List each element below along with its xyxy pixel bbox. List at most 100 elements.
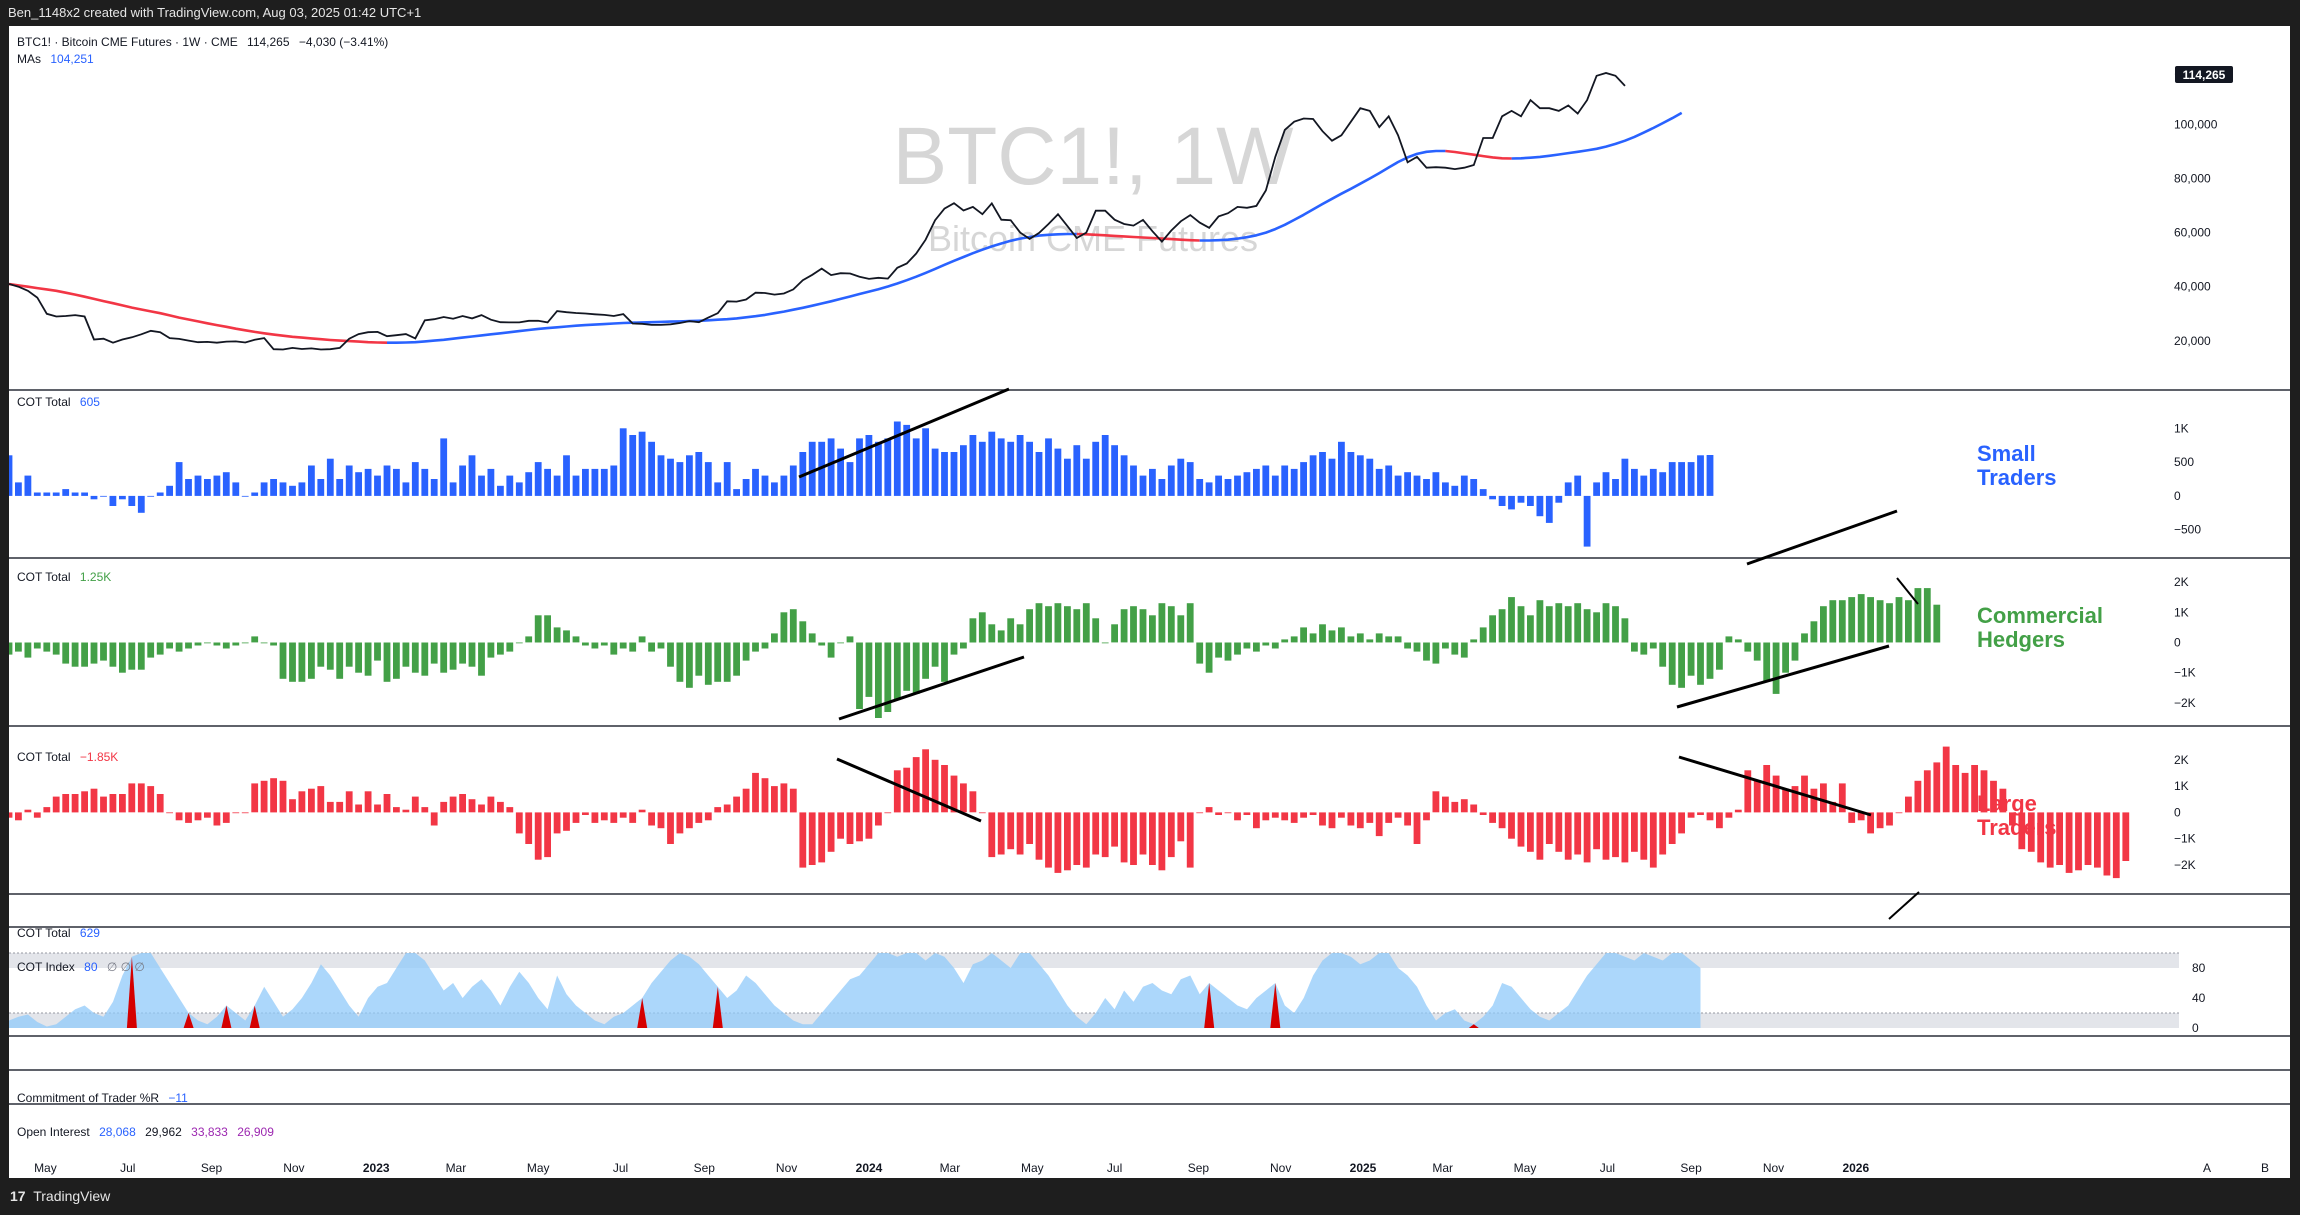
small-traders-bar <box>204 479 211 496</box>
small-traders-bar <box>1300 462 1307 496</box>
small-traders-bar <box>610 465 618 496</box>
price-pane[interactable]: BTC1!, 1W Bitcoin CME Futures 120,000100… <box>8 35 2233 351</box>
large-traders-bar <box>1120 812 1128 863</box>
large-traders-bar <box>1064 812 1071 871</box>
chart-canvas[interactable]: BTC1!, 1W Bitcoin CME Futures 120,000100… <box>5 26 2290 1178</box>
legend-ma-label: MAs <box>17 52 41 66</box>
cot-index-band <box>9 953 2179 968</box>
small-traders-bar <box>289 485 296 496</box>
commercial-hedgers-pane[interactable]: 2K 1K 0 −1K −2K COT Total 1.25K Commercial H… <box>5 570 2196 721</box>
large-traders-bar <box>1054 812 1062 873</box>
pane-separators <box>9 389 2290 1105</box>
corner-button-b[interactable]: B <box>2261 1161 2269 1175</box>
trendline-small-2 <box>1746 509 1898 566</box>
commercial-hedgers-bar <box>232 642 240 646</box>
commercial-hedgers-bar <box>827 642 835 658</box>
small-traders-bar <box>1347 452 1355 496</box>
pane-label-index-value: 80 <box>84 960 98 974</box>
commercial-hedgers-bar <box>1876 600 1884 643</box>
small-traders-bar <box>1045 438 1052 496</box>
moving-average-segment <box>387 232 1077 345</box>
large-traders-pane[interactable]: 2K 1K 0 −1K −2K COT Total −1.85K Large Trade… <box>5 746 2196 920</box>
large-traders-bar <box>1697 812 1704 815</box>
large-traders-bar <box>1394 812 1402 818</box>
large-traders-bar <box>2084 812 2092 865</box>
small-traders-bar <box>1460 475 1468 496</box>
small-traders-bars <box>5 421 1714 547</box>
large-traders-bar <box>1016 812 1024 855</box>
large-traders-bar <box>1413 812 1421 844</box>
trendline-large-3 <box>1888 891 1920 920</box>
commercial-hedgers-tick-label: 1K <box>2174 605 2189 619</box>
large-traders-bar <box>563 812 570 831</box>
commercial-hedgers-bar <box>5 642 13 655</box>
small-traders-bar <box>1375 468 1383 496</box>
large-traders-bar <box>289 799 296 813</box>
large-traders-bar <box>695 812 703 823</box>
large-traders-bar <box>194 812 202 821</box>
small-traders-bar <box>1593 482 1600 496</box>
pane-label-commercial-value: 1.25K <box>80 570 111 584</box>
commercial-hedgers-bar <box>1300 627 1307 643</box>
pane-label-total: COT Total 629 <box>17 926 100 940</box>
cot-index-pane[interactable]: 80 40 0 COT Index 80 ∅ ∅ ∅ <box>9 952 2206 1035</box>
large-traders-bar <box>553 812 561 834</box>
commercial-hedgers-bar <box>1319 624 1326 643</box>
small-traders-pane[interactable]: 1K 500 0 −500 COT Total 605 Small Traders <box>5 387 2201 566</box>
large-traders-bar <box>1130 812 1137 865</box>
commercial-hedgers-bar <box>1149 615 1156 643</box>
commercial-hedgers-bar <box>1914 588 1922 643</box>
large-traders-bar <box>525 812 533 844</box>
commercial-hedgers-bar <box>1479 627 1487 643</box>
commercial-hedgers-bar <box>109 642 117 667</box>
small-traders-bar <box>544 468 551 496</box>
commercial-hedgers-bar <box>1725 636 1733 643</box>
large-traders-bar <box>648 812 655 826</box>
commercial-hedgers-bar <box>1801 633 1808 643</box>
corner-button-a[interactable]: A <box>2203 1161 2211 1175</box>
large-traders-bar <box>1470 804 1478 813</box>
cot-index-tick-label: 0 <box>2192 1021 2199 1035</box>
commercial-hedgers-bar <box>1442 642 1449 649</box>
chart-frame[interactable]: BTC1!, 1W Bitcoin CME Futures 120,000100… <box>5 26 2290 1178</box>
time-axis[interactable]: May Jul Sep Nov 2023 Mar May Jul Sep Nov 2024 Mar Ma… <box>34 1161 1869 1175</box>
commercial-hedgers-bar <box>1054 603 1062 643</box>
large-traders-bar <box>1158 812 1166 871</box>
large-traders-bar <box>1772 775 1780 813</box>
small-traders-bar <box>553 475 561 496</box>
large-traders-bar <box>497 801 504 813</box>
large-traders-bar <box>1574 812 1582 855</box>
commercial-hedgers-bar <box>119 642 126 673</box>
commercial-hedgers-bar <box>1527 615 1534 643</box>
commercial-hedgers-bar <box>71 642 79 667</box>
commercial-hedgers-bar <box>600 642 608 646</box>
commercial-hedgers-bar <box>544 615 551 643</box>
commercial-hedgers-bar <box>1186 603 1194 643</box>
commercial-hedgers-bar <box>1782 642 1789 673</box>
large-traders-tick-label: 1K <box>2174 779 2189 793</box>
commercial-hedgers-bar <box>1385 636 1393 643</box>
commercial-hedgers-bar <box>279 642 287 679</box>
large-traders-bar <box>128 783 136 813</box>
small-traders-bar <box>5 455 13 496</box>
large-traders-bar <box>941 765 948 813</box>
large-traders-bar <box>383 794 391 813</box>
commercial-hedgers-bar <box>846 636 854 643</box>
large-traders-bar <box>1451 801 1459 813</box>
large-traders-bar <box>1782 788 1789 813</box>
commercial-hedgers-bar <box>1243 642 1251 649</box>
commercial-hedgers-bar <box>1309 633 1317 643</box>
commercial-hedgers-bar <box>619 642 627 649</box>
large-traders-bar <box>175 812 183 821</box>
small-traders-bar <box>33 492 41 496</box>
large-traders-bar <box>1309 812 1317 815</box>
small-traders-bar <box>1423 479 1430 496</box>
large-traders-bar <box>147 786 155 813</box>
large-traders-bar <box>2018 812 2026 850</box>
commercial-hedgers-bar <box>1101 642 1109 644</box>
small-traders-bar <box>24 475 32 496</box>
large-traders-bar <box>2009 812 2016 826</box>
large-traders-bar <box>213 812 221 826</box>
